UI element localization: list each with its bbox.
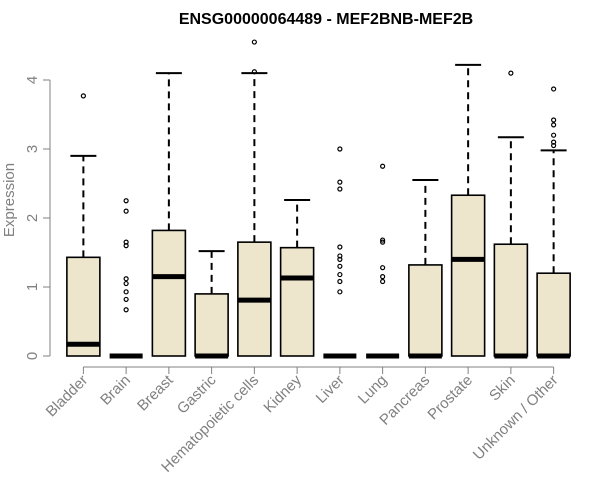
outlier-7-0 bbox=[380, 278, 386, 285]
outlier-6-6 bbox=[337, 244, 343, 250]
box-11 bbox=[536, 86, 571, 359]
y-axis: 0 1 2 3 4 bbox=[24, 76, 51, 360]
boxes-group bbox=[66, 39, 571, 359]
outlier-6-7 bbox=[337, 186, 343, 192]
box-3 bbox=[194, 250, 229, 359]
outlier-6-8 bbox=[337, 179, 343, 185]
outlier-0-0 bbox=[80, 93, 86, 99]
x-tick-label-7: Lung bbox=[355, 372, 391, 408]
outlier-1-3 bbox=[123, 280, 129, 287]
box-5 bbox=[279, 199, 315, 357]
y-axis-title: Expression bbox=[1, 163, 18, 237]
x-tick-label-6: Liver bbox=[313, 372, 348, 407]
outlier-6-0 bbox=[337, 289, 343, 295]
outlier-11-4 bbox=[551, 117, 557, 123]
outlier-10-0 bbox=[508, 70, 514, 76]
box-rect-3 bbox=[194, 293, 229, 357]
outlier-1-6 bbox=[123, 239, 129, 245]
outlier-11-3 bbox=[551, 122, 557, 128]
x-tick-label-9: Prostate bbox=[424, 372, 476, 424]
outlier-6-1 bbox=[337, 278, 343, 285]
outlier-11-5 bbox=[551, 86, 557, 92]
outlier-6-2 bbox=[337, 271, 343, 278]
box-rect-11 bbox=[536, 272, 571, 357]
outlier-4-1 bbox=[251, 39, 257, 45]
box-rect-5 bbox=[279, 246, 315, 357]
chart-title: ENSG00000064489 - MEF2BNB-MEF2B bbox=[179, 11, 473, 28]
outlier-7-2 bbox=[380, 265, 386, 271]
box-rect-9 bbox=[450, 194, 486, 357]
outlier-7-3 bbox=[380, 239, 386, 245]
x-tick-label-1: Brain bbox=[97, 372, 134, 409]
outlier-11-1 bbox=[551, 139, 557, 145]
box-6 bbox=[323, 146, 357, 359]
outlier-6-3 bbox=[337, 263, 343, 269]
y-tick-label-3: 3 bbox=[24, 145, 41, 153]
box-rect-8 bbox=[408, 264, 443, 357]
x-tick-label-10: Skin bbox=[486, 372, 519, 405]
box-7 bbox=[366, 163, 400, 359]
box-rect-0 bbox=[66, 256, 101, 357]
outlier-1-1 bbox=[123, 296, 129, 303]
outlier-6-9 bbox=[337, 146, 343, 152]
x-tick-label-0: Bladder bbox=[43, 372, 92, 421]
outlier-7-5 bbox=[380, 163, 386, 169]
y-tick-label-0: 0 bbox=[24, 352, 41, 360]
box-10 bbox=[493, 70, 529, 359]
x-tick-label-2: Breast bbox=[134, 371, 177, 414]
outlier-1-0 bbox=[123, 307, 129, 313]
box-4 bbox=[237, 39, 272, 357]
box-1 bbox=[109, 198, 143, 359]
outlier-11-2 bbox=[551, 132, 557, 138]
outlier-4-0 bbox=[251, 69, 257, 75]
outlier-1-2 bbox=[123, 289, 129, 295]
y-tick-label-4: 4 bbox=[24, 76, 41, 84]
box-rect-10 bbox=[493, 243, 529, 357]
box-8 bbox=[408, 179, 443, 359]
outlier-7-1 bbox=[380, 274, 386, 280]
box-0 bbox=[66, 93, 101, 357]
outlier-1-8 bbox=[123, 198, 129, 204]
y-tick-label-2: 2 bbox=[24, 214, 41, 222]
outlier-1-7 bbox=[123, 208, 129, 214]
outlier-7-4 bbox=[380, 237, 386, 243]
box-9 bbox=[450, 63, 486, 357]
x-tick-label-5: Kidney bbox=[260, 371, 305, 416]
box-rect-2 bbox=[151, 229, 187, 357]
outlier-1-4 bbox=[123, 276, 129, 282]
y-tick-label-1: 1 bbox=[24, 283, 41, 291]
box-2 bbox=[151, 72, 187, 357]
outlier-6-5 bbox=[337, 253, 343, 259]
